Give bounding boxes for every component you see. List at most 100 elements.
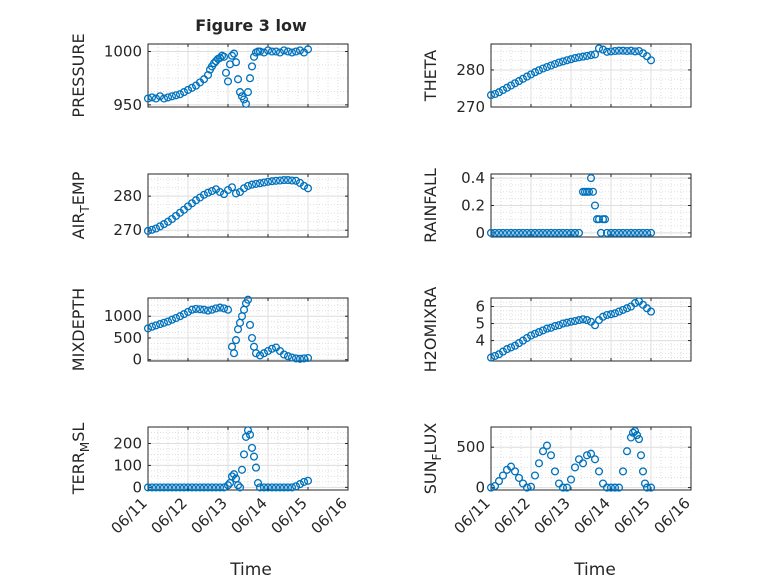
data-point: [610, 483, 620, 492]
data-point: [211, 483, 221, 492]
data-point: [614, 46, 624, 55]
data-point: [303, 184, 313, 193]
axes-box: [490, 43, 692, 108]
data-point: [602, 228, 612, 237]
data-point: [187, 83, 197, 92]
data-point: [207, 305, 217, 314]
data-point: [570, 463, 580, 472]
data-point: [538, 64, 548, 73]
subplot-pressure: 950 1000 PRESSURE: [69, 33, 349, 118]
data-point: [267, 483, 277, 492]
data-point: [147, 93, 157, 102]
data-point: [199, 190, 209, 199]
data-point: [554, 321, 564, 330]
data-point: [534, 328, 544, 337]
data-point: [614, 483, 624, 492]
data-point: [299, 354, 309, 363]
data-point: [243, 181, 253, 190]
data-point: [219, 483, 229, 492]
x-tick-label: 06/12: [491, 494, 534, 537]
data-point: [195, 193, 205, 202]
data-point: [590, 321, 600, 330]
data-point: [275, 176, 285, 185]
data-point: [187, 483, 197, 492]
y-tick-label: 4: [475, 332, 485, 350]
data-point: [271, 176, 281, 185]
data-point: [147, 225, 157, 234]
data-point: [550, 59, 560, 69]
data-point: [522, 72, 532, 81]
data-point: [159, 94, 169, 103]
data-point: [554, 479, 564, 488]
data-point: [490, 89, 500, 99]
data-point: [247, 333, 257, 343]
data-point: [159, 220, 169, 229]
y-tick-label: 280: [456, 61, 485, 79]
y-tick-label: 270: [456, 98, 485, 116]
data-point: [498, 85, 508, 95]
data-point: [590, 50, 600, 59]
data-point: [179, 88, 189, 97]
data-point: [259, 349, 269, 358]
data-point: [598, 479, 608, 488]
data-point: [255, 179, 265, 188]
data-point: [530, 228, 540, 237]
data-point: [171, 483, 181, 492]
data-point: [514, 228, 524, 237]
data-point: [163, 217, 173, 226]
y-tick-label: 500: [113, 329, 142, 347]
data-point: [530, 68, 540, 77]
data-point: [578, 459, 588, 468]
data-point: [283, 47, 293, 56]
data-point: [534, 459, 544, 468]
data-point: [558, 57, 568, 66]
data-point: [271, 483, 281, 492]
data-point: [203, 188, 213, 197]
y-axis-label: MIXDEPTH: [69, 288, 88, 371]
data-point: [618, 228, 628, 237]
data-point: [203, 483, 213, 492]
data-point: [622, 304, 632, 313]
data-point: [566, 317, 576, 326]
data-point: [183, 483, 193, 492]
data-point: [291, 354, 301, 363]
data-point: [283, 176, 293, 185]
data-point: [221, 68, 231, 77]
data-point: [498, 347, 508, 356]
data-point: [291, 47, 301, 56]
data-point: [586, 174, 596, 183]
data-point: [562, 56, 572, 65]
data-point: [275, 48, 285, 57]
data-point: [522, 333, 532, 343]
y-tick-label: 6: [475, 298, 485, 316]
data-point: [167, 315, 177, 324]
y-axis-label: H2OMIXRA: [421, 287, 440, 373]
data-point: [291, 176, 301, 185]
data-point: [287, 176, 297, 185]
y-tick-label: 270: [113, 221, 142, 239]
data-point: [638, 467, 648, 476]
data-point: [534, 66, 544, 75]
data-point: [510, 228, 520, 237]
data-point: [229, 470, 239, 479]
axes-box: [147, 173, 349, 238]
data-point: [247, 62, 257, 71]
x-tick-label: 06/13: [531, 494, 574, 537]
data-point: [263, 483, 273, 492]
y-tick-label: 0.4: [461, 169, 485, 187]
data-point: [634, 46, 644, 56]
data-point: [546, 451, 556, 460]
data-point: [271, 47, 281, 56]
data-point: [155, 222, 165, 231]
data-point: [299, 477, 309, 486]
data-point: [566, 475, 576, 484]
data-point: [626, 228, 636, 237]
data-point: [155, 483, 165, 492]
data-point: [179, 310, 189, 319]
data-point: [594, 44, 604, 53]
data-point: [231, 189, 241, 198]
y-tick-label: 5: [475, 315, 485, 333]
data-point: [171, 91, 181, 100]
data-point: [239, 305, 249, 314]
data-point: [151, 94, 161, 103]
